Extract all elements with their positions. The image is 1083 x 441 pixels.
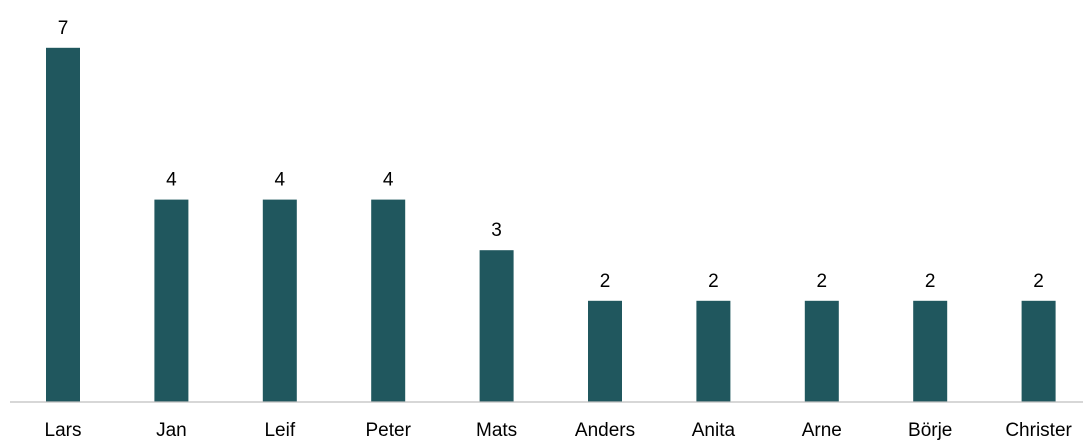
value-label-lars: 7 bbox=[58, 18, 69, 39]
bar-leif bbox=[262, 199, 297, 402]
value-label-mats: 3 bbox=[491, 220, 502, 241]
x-tick-label-jan: Jan bbox=[156, 420, 187, 441]
value-label-jan: 4 bbox=[166, 170, 177, 191]
x-tick-label-peter: Peter bbox=[365, 420, 411, 441]
value-label-arne: 2 bbox=[817, 271, 828, 292]
bar-anita bbox=[696, 300, 731, 402]
value-label-peter: 4 bbox=[383, 170, 394, 191]
x-tick-label-arne: Arne bbox=[802, 420, 842, 441]
bar-peter bbox=[371, 199, 406, 402]
x-tick-label-christer: Christer bbox=[1005, 420, 1072, 441]
bar-arne bbox=[804, 300, 839, 402]
x-tick-label-anita: Anita bbox=[692, 420, 736, 441]
bar-jan bbox=[154, 199, 189, 402]
value-label-börje: 2 bbox=[925, 271, 936, 292]
value-label-anders: 2 bbox=[600, 271, 611, 292]
x-tick-labels-group: Lars Jan Leif Peter Mats Anders Anita Arne Börje… bbox=[45, 420, 1073, 441]
x-tick-label-mats: Mats bbox=[476, 420, 517, 441]
bar-anders bbox=[588, 300, 622, 402]
value-label-leif: 4 bbox=[275, 170, 286, 191]
x-tick-label-börje: Börje bbox=[908, 420, 952, 441]
x-tick-label-lars: Lars bbox=[45, 420, 82, 441]
bars-group bbox=[46, 47, 1056, 403]
bar-börje bbox=[913, 300, 948, 402]
x-tick-label-anders: Anders bbox=[575, 420, 635, 441]
value-label-anita: 2 bbox=[708, 271, 719, 292]
bar-mats bbox=[479, 250, 514, 402]
value-label-christer: 2 bbox=[1033, 271, 1044, 292]
bar-christer bbox=[1021, 300, 1056, 402]
x-tick-label-leif: Leif bbox=[264, 420, 295, 441]
bar-lars bbox=[46, 47, 80, 403]
value-labels-group: 7 4 4 4 3 2 2 2 2 2 bbox=[58, 18, 1044, 292]
